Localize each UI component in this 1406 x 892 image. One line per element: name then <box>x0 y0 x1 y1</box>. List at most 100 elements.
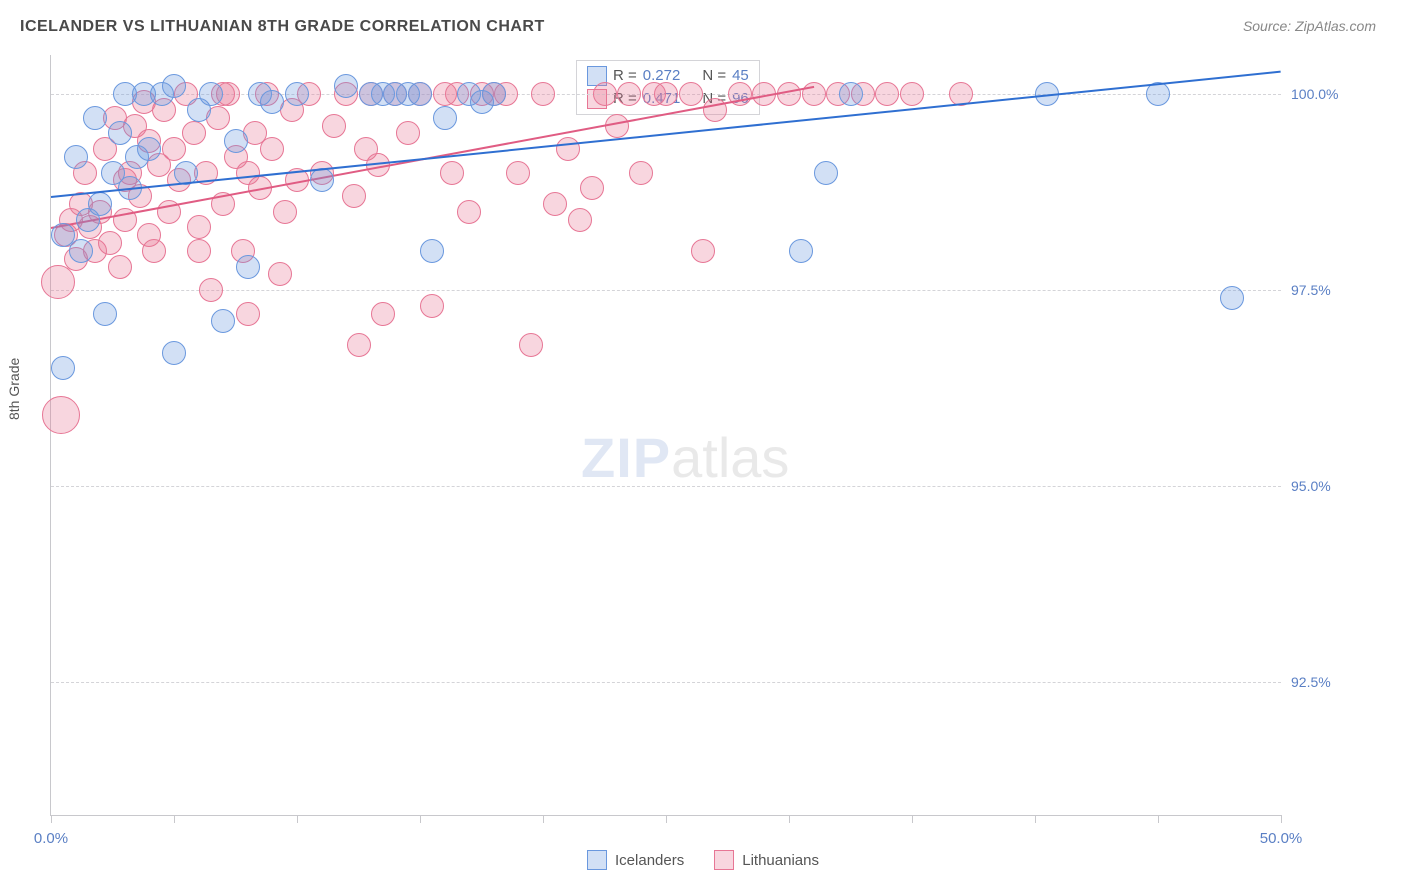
lithuanians-point <box>519 333 543 357</box>
lithuanians-point <box>440 161 464 185</box>
lithuanians-point <box>629 161 653 185</box>
x-tick <box>666 815 667 823</box>
chart-container: ICELANDER VS LITHUANIAN 8TH GRADE CORREL… <box>0 0 1406 892</box>
icelanders-point <box>51 356 75 380</box>
lithuanians-point <box>162 137 186 161</box>
x-tick <box>51 815 52 823</box>
lithuanians-point <box>900 82 924 106</box>
lithuanians-point <box>802 82 826 106</box>
chart-title: ICELANDER VS LITHUANIAN 8TH GRADE CORREL… <box>20 18 545 36</box>
icelanders-point <box>69 239 93 263</box>
lithuanians-point <box>420 294 444 318</box>
icelanders-point <box>334 74 358 98</box>
lithuanians-point <box>260 137 284 161</box>
x-tick <box>420 815 421 823</box>
icelanders-point <box>1220 286 1244 310</box>
watermark: ZIPatlas <box>581 425 789 490</box>
y-tick-label: 100.0% <box>1291 86 1361 102</box>
icelanders-point <box>93 302 117 326</box>
icelanders-point <box>162 74 186 98</box>
lithuanians-point <box>41 265 75 299</box>
icelanders-point <box>482 82 506 106</box>
icelanders-point <box>789 239 813 263</box>
lithuanians-point <box>199 278 223 302</box>
lithuanians-point <box>531 82 555 106</box>
legend-item-lithuanians: Lithuanians <box>714 850 819 870</box>
lithuanians-point <box>875 82 899 106</box>
lithuanians-point <box>777 82 801 106</box>
icelanders-point <box>285 82 309 106</box>
x-axis-max-label: 50.0% <box>1260 830 1303 847</box>
icelanders-point <box>310 168 334 192</box>
lithuanians-point <box>42 396 80 434</box>
y-tick-label: 92.5% <box>1291 674 1361 690</box>
lithuanians-point <box>457 200 481 224</box>
icelanders-point <box>260 90 284 114</box>
icelanders-point <box>64 145 88 169</box>
lithuanians-point <box>108 255 132 279</box>
bottom-legend: Icelanders Lithuanians <box>0 850 1406 870</box>
watermark-atlas: atlas <box>671 426 789 489</box>
icelanders-point <box>199 82 223 106</box>
lithuanians-swatch-icon <box>714 850 734 870</box>
plot-area: ZIPatlas R = 0.272 N = 45 R = 0.471 N = … <box>50 55 1281 816</box>
lithuanians-point <box>371 302 395 326</box>
icelanders-point <box>88 192 112 216</box>
chart-source: Source: ZipAtlas.com <box>1243 18 1376 34</box>
icelanders-point <box>839 82 863 106</box>
icelanders-point <box>83 106 107 130</box>
legend-label: Lithuanians <box>742 852 819 869</box>
lithuanians-point <box>347 333 371 357</box>
legend-label: Icelanders <box>615 852 684 869</box>
lithuanians-point <box>342 184 366 208</box>
y-axis-label: 8th Grade <box>6 358 22 420</box>
lithuanians-point <box>236 302 260 326</box>
lithuanians-point <box>691 239 715 263</box>
icelanders-point <box>420 239 444 263</box>
icelanders-swatch-icon <box>587 850 607 870</box>
x-tick <box>789 815 790 823</box>
lithuanians-point <box>617 82 641 106</box>
icelanders-point <box>211 309 235 333</box>
y-tick-label: 95.0% <box>1291 478 1361 494</box>
gridline <box>51 486 1281 487</box>
lithuanians-point <box>98 231 122 255</box>
lithuanians-point <box>543 192 567 216</box>
lithuanians-point <box>580 176 604 200</box>
y-tick-label: 97.5% <box>1291 282 1361 298</box>
n-label: N = <box>702 65 726 88</box>
icelanders-point <box>236 255 260 279</box>
lithuanians-point <box>593 82 617 106</box>
lithuanians-point <box>679 82 703 106</box>
x-tick <box>543 815 544 823</box>
gridline <box>51 290 1281 291</box>
icelanders-point <box>814 161 838 185</box>
lithuanians-point <box>654 82 678 106</box>
x-tick <box>1158 815 1159 823</box>
icelanders-point <box>224 129 248 153</box>
lithuanians-point <box>187 239 211 263</box>
watermark-zip: ZIP <box>581 426 671 489</box>
gridline <box>51 682 1281 683</box>
lithuanians-point <box>236 161 260 185</box>
lithuanians-point <box>396 121 420 145</box>
lithuanians-point <box>182 121 206 145</box>
lithuanians-point <box>506 161 530 185</box>
icelanders-point <box>108 121 132 145</box>
legend-item-icelanders: Icelanders <box>587 850 684 870</box>
x-tick <box>174 815 175 823</box>
lithuanians-point <box>268 262 292 286</box>
lithuanians-point <box>142 239 166 263</box>
x-tick <box>297 815 298 823</box>
lithuanians-point <box>322 114 346 138</box>
x-tick <box>1281 815 1282 823</box>
icelanders-point <box>162 341 186 365</box>
icelanders-point <box>408 82 432 106</box>
x-tick <box>1035 815 1036 823</box>
lithuanians-point <box>187 215 211 239</box>
x-tick <box>912 815 913 823</box>
lithuanians-point <box>568 208 592 232</box>
icelanders-point <box>433 106 457 130</box>
x-axis-min-label: 0.0% <box>34 830 68 847</box>
icelanders-point <box>137 137 161 161</box>
